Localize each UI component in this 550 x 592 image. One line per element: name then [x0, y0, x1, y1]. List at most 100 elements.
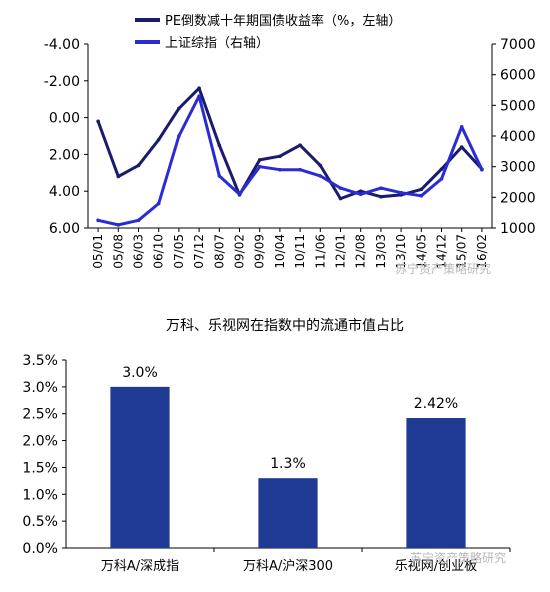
left-axis-ticks: -4.00 -2.00 0.00 2.00 4.00 6.00 — [44, 37, 88, 237]
series-point-shanghai-index — [116, 223, 121, 227]
x-tick-label: 10/11 — [293, 234, 307, 269]
series-point-shanghai-index — [358, 192, 363, 197]
series-point-shanghai-index — [136, 218, 141, 223]
left-tick-label: 2.00 — [49, 147, 80, 163]
series-point-pe-spread — [439, 167, 444, 171]
x-tick-label: 05/01 — [91, 234, 105, 269]
x-tick-label: 12/01 — [334, 234, 348, 269]
series-point-shanghai-index — [419, 194, 424, 198]
series-point-shanghai-index — [217, 174, 222, 178]
legend-label-pe: PE倒数减十年期国债收益率（%，左轴） — [165, 13, 401, 29]
y-tick-label: 1.0% — [22, 487, 58, 503]
bar-value-label: 1.3% — [270, 456, 306, 472]
series-point-shanghai-index — [257, 164, 262, 169]
series-point-shanghai-index — [439, 177, 444, 181]
series-point-shanghai-index — [177, 134, 181, 138]
y-tick-label: 3.0% — [22, 380, 58, 396]
series-line-shanghai-index — [96, 94, 484, 227]
series-point-pe-spread — [298, 143, 302, 147]
left-tick-label: -4.00 — [44, 37, 80, 53]
series-point-shanghai-index — [278, 167, 282, 172]
series-line-pe-spread — [96, 86, 484, 201]
x-category-label: 万科A/沪深300 — [243, 558, 333, 574]
left-tick-label: -2.00 — [44, 74, 80, 90]
right-axis-ticks: 1000 2000 3000 4000 5000 6000 7000 — [492, 37, 536, 237]
y-tick-label: 0.5% — [22, 514, 58, 530]
watermark: 苏宁资产策略研究 — [395, 261, 491, 276]
series-point-shanghai-index — [96, 218, 100, 223]
series-point-shanghai-index — [338, 186, 343, 190]
right-tick-label: 7000 — [500, 37, 536, 53]
series-point-pe-spread — [358, 189, 363, 193]
x-tick-label: 08/07 — [212, 234, 226, 269]
right-tick-label: 3000 — [500, 160, 536, 176]
series-point-pe-spread — [177, 106, 181, 111]
series-point-pe-spread — [96, 119, 100, 124]
series-point-pe-spread — [156, 137, 161, 142]
x-tick-label: 09/02 — [233, 234, 247, 269]
legend: PE倒数减十年期国债收益率（%，左轴） 上证综指（右轴） — [135, 13, 401, 51]
left-tick-label: 6.00 — [49, 221, 80, 237]
y-tick-label: 3.5% — [22, 353, 58, 369]
x-category-label: 万科A/深成指 — [101, 559, 179, 574]
x-tick-label: 06/03 — [132, 234, 146, 269]
y-tick-label: 2.5% — [22, 407, 58, 423]
series-point-pe-spread — [379, 194, 383, 199]
series-point-shanghai-index — [197, 94, 201, 98]
right-tick-label: 1000 — [500, 221, 536, 237]
series-point-pe-spread — [197, 86, 201, 90]
x-tick-label: 12/08 — [354, 234, 368, 269]
x-tick-label: 16/02 — [475, 234, 489, 269]
bars-group: 3.0% 1.3% 2.42% — [110, 365, 466, 548]
bar — [406, 418, 466, 548]
x-tick-label: 15/07 — [455, 234, 469, 269]
x-tick-label: 07/12 — [192, 234, 206, 269]
x-tick-label: 14/05 — [414, 234, 428, 269]
y-tick-label: 1.5% — [22, 460, 58, 476]
chart-title: 万科、乐视网在指数中的流通市值占比 — [166, 317, 404, 334]
series-point-pe-spread — [217, 143, 222, 147]
bar — [258, 478, 318, 548]
legend-label-index: 上证综指（右轴） — [165, 36, 269, 51]
series-point-pe-spread — [459, 145, 464, 149]
series-point-pe-spread — [136, 163, 141, 168]
bar-chart: 万科、乐视网在指数中的流通市值占比 0.0% 0.5% 1.0% 1.5% 2.0% 2.… — [22, 317, 511, 574]
right-tick-label: 6000 — [500, 68, 536, 84]
series-point-shanghai-index — [318, 174, 323, 178]
series-point-shanghai-index — [237, 192, 242, 197]
series-point-shanghai-index — [156, 201, 161, 206]
y-tick-label: 2.0% — [22, 434, 58, 450]
left-tick-label: 4.00 — [49, 184, 80, 200]
right-tick-label: 2000 — [500, 190, 536, 206]
x-tick-label: 05/08 — [111, 234, 125, 269]
series-point-shanghai-index — [298, 167, 302, 172]
series-point-pe-spread — [318, 163, 323, 168]
series-point-pe-spread — [116, 174, 121, 179]
x-tick-label: 06/10 — [152, 234, 166, 269]
left-tick-label: 0.00 — [49, 111, 80, 127]
x-tick-label: 10/04 — [273, 234, 287, 269]
series-point-shanghai-index — [379, 186, 383, 190]
series-point-pe-spread — [419, 187, 424, 192]
line-chart: PE倒数减十年期国债收益率（%，左轴） 上证综指（右轴） -4.00 -2.00 0… — [44, 13, 536, 276]
series-point-pe-spread — [278, 154, 282, 159]
x-tick-label: 07/05 — [172, 234, 186, 269]
watermark: 苏宁资产策略研究 — [410, 550, 506, 565]
x-tick-label: 14/12 — [435, 234, 449, 269]
series-point-shanghai-index — [480, 167, 484, 172]
right-tick-label: 4000 — [500, 129, 536, 145]
x-tick-label: 13/03 — [374, 234, 388, 269]
series-point-shanghai-index — [459, 125, 464, 129]
bar-value-label: 3.0% — [122, 365, 158, 381]
x-category-label: 乐视网/创业板 — [395, 559, 477, 574]
bar-value-label: 2.42% — [414, 396, 458, 412]
x-tick-label: 11/06 — [313, 234, 327, 269]
y-tick-label: 0.0% — [22, 541, 58, 557]
series-point-pe-spread — [257, 158, 262, 162]
x-tick-label: 09/09 — [253, 234, 267, 269]
bar — [110, 386, 170, 548]
series-point-pe-spread — [338, 196, 343, 201]
x-tick-label: 13/10 — [394, 234, 408, 269]
series-point-shanghai-index — [399, 190, 403, 195]
